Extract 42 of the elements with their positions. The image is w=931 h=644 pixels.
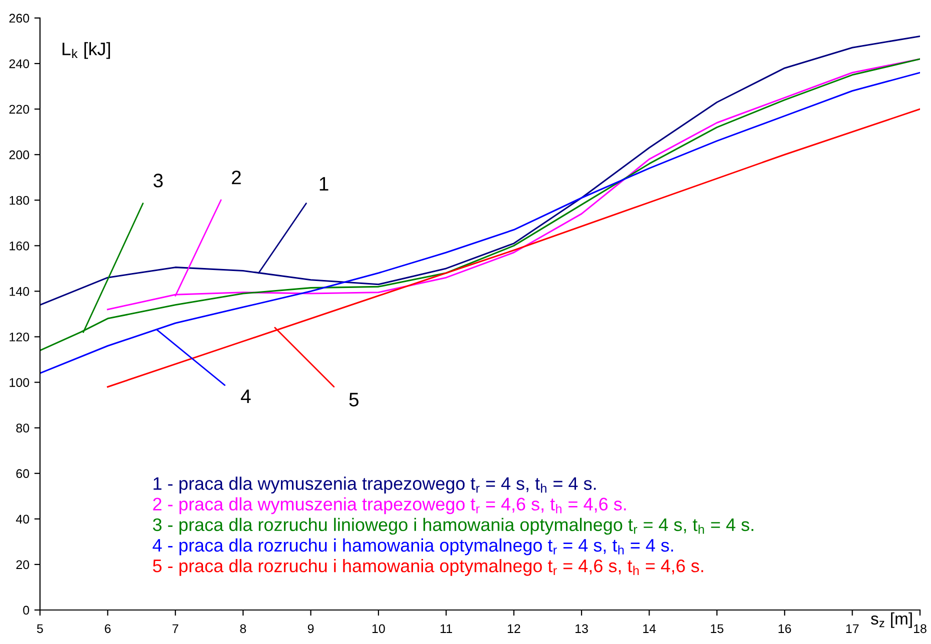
- y-tick-label: 20: [16, 560, 30, 570]
- annotation: 4: [240, 390, 251, 404]
- y-tick-label: 260: [9, 14, 30, 23]
- x-tick-label: 9: [308, 624, 314, 634]
- annotation: 2: [232, 170, 241, 184]
- annotation: 5: [349, 392, 358, 406]
- x-tick-label: 18: [914, 624, 926, 634]
- line-series: [40, 35, 920, 306]
- y-tick-label: 180: [10, 196, 30, 205]
- text: 1 - praca dla wymuszenia trapezowego t$_{r}$ = 4 s, t$_{h}$ = 4 s.: [154, 476, 596, 494]
- x-tick-label: 8: [240, 624, 246, 634]
- y-tick-label: 220: [9, 104, 30, 114]
- annotation: 3: [154, 174, 163, 188]
- x-tick-label: 11: [440, 624, 452, 633]
- text: 4 - praca dla rozruchu i hamowania optymalnego t$_{r}$ = 4 s, t$_{h}$ = 4 s.: [152, 538, 673, 556]
- y-tick-label: 240: [9, 59, 30, 68]
- x-tick-label: 13: [576, 624, 588, 634]
- text: 5 - praca dla rozruchu i hamowania optymalnego t$_{r}$ = 4,6 s, t$_{h}$ = 4,6 s.: [152, 559, 704, 576]
- y-tick-label: 80: [16, 424, 30, 432]
- x-axis-title: s$_{z}$ [m]: [870, 612, 912, 628]
- x-tick-label: 7: [172, 624, 178, 633]
- line-series: [106, 108, 920, 388]
- x-tick-label: 5: [37, 624, 43, 634]
- x-tick-label: 16: [778, 624, 792, 634]
- text: 3 - praca dla rozruchu liniowego i hamowania optymalnego t$_{r}$ = 4 s, t$_{h}$ = 4 s.: [152, 518, 754, 535]
- y-tick-label: 120: [10, 332, 30, 342]
- x-tick-label: 17: [846, 624, 859, 633]
- y-tick-label: 0: [23, 606, 30, 615]
- text: 2 - praca dla wymuszenia trapezowego t$_{r}$ = 4,6 s, t$_{h}$ = 4,6 s.: [153, 497, 626, 514]
- x-tick-label: 6: [104, 624, 111, 634]
- x-tick-label: 14: [643, 624, 656, 633]
- y-tick-label: 40: [16, 514, 30, 524]
- y-tick-label: 160: [10, 241, 30, 250]
- annotation: 1: [320, 177, 328, 191]
- y-tick-label: 200: [9, 150, 30, 160]
- y-tick-label: 60: [16, 469, 30, 478]
- y-axis-title: L$_{k}$ [kJ]: [62, 42, 110, 59]
- y-tick-label: 140: [10, 287, 30, 296]
- x-tick-label: 12: [508, 624, 520, 633]
- x-tick-label: 15: [710, 624, 724, 634]
- y-tick-label: 100: [10, 378, 30, 387]
- x-tick-label: 10: [372, 624, 385, 634]
